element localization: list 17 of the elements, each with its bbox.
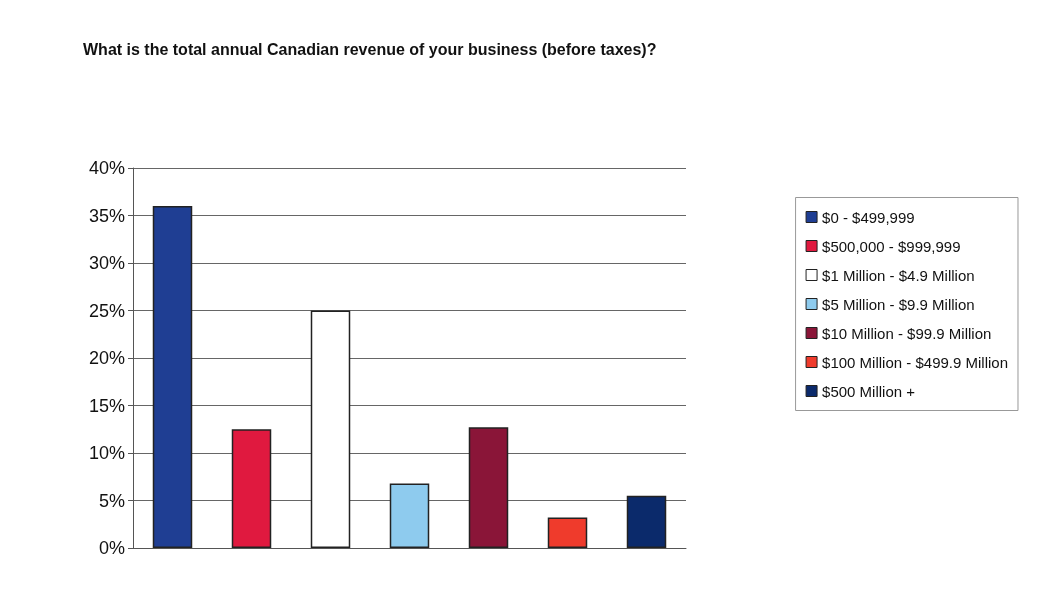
y-tick-label: 30% — [88, 253, 125, 273]
y-tick-label: 25% — [88, 300, 125, 321]
legend-label: $500,000 - $999,999 — [822, 237, 961, 255]
y-tick-label: 20% — [88, 348, 125, 368]
y-tick-label: 35% — [88, 205, 125, 226]
y-tick-label: 15% — [88, 395, 125, 416]
y-tick-label: 5% — [98, 490, 125, 511]
y-tick-label: 40% — [88, 158, 125, 178]
legend-label: $500 Million + — [822, 382, 916, 400]
y-tick-label: 10% — [88, 443, 125, 463]
legend-label: $5 Million - $9.9 Million — [822, 295, 975, 313]
legend-label: $10 Million - $99.9 Million — [822, 324, 992, 342]
legend-label: $100 Million - $499.9 Million — [822, 353, 1008, 371]
legend-label: $1 Million - $4.9 Million — [822, 266, 975, 284]
legend-label: $0 - $499,999 — [822, 208, 915, 226]
chart-title: What is the total annual Canadian revenue of your business (before taxes)? — [83, 40, 657, 58]
y-tick-label: 0% — [98, 538, 125, 558]
